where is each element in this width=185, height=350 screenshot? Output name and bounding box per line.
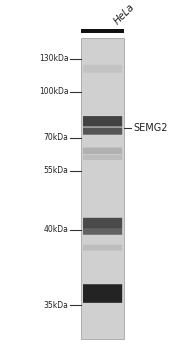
Text: SEMG2: SEMG2: [133, 123, 167, 133]
Text: 100kDa: 100kDa: [39, 87, 69, 96]
FancyBboxPatch shape: [83, 284, 122, 303]
FancyBboxPatch shape: [83, 245, 122, 251]
Bar: [81, 29, 124, 33]
Text: HeLa: HeLa: [112, 1, 136, 26]
FancyBboxPatch shape: [83, 218, 122, 228]
Text: 55kDa: 55kDa: [44, 166, 69, 175]
Text: 40kDa: 40kDa: [44, 225, 69, 234]
FancyBboxPatch shape: [83, 148, 122, 154]
FancyBboxPatch shape: [83, 228, 122, 235]
Bar: [81, 38, 124, 340]
FancyBboxPatch shape: [83, 155, 122, 160]
Text: 35kDa: 35kDa: [44, 301, 69, 309]
FancyBboxPatch shape: [83, 127, 122, 135]
Text: 130kDa: 130kDa: [39, 55, 69, 63]
FancyBboxPatch shape: [83, 116, 122, 126]
Text: 70kDa: 70kDa: [44, 133, 69, 142]
FancyBboxPatch shape: [83, 65, 122, 73]
